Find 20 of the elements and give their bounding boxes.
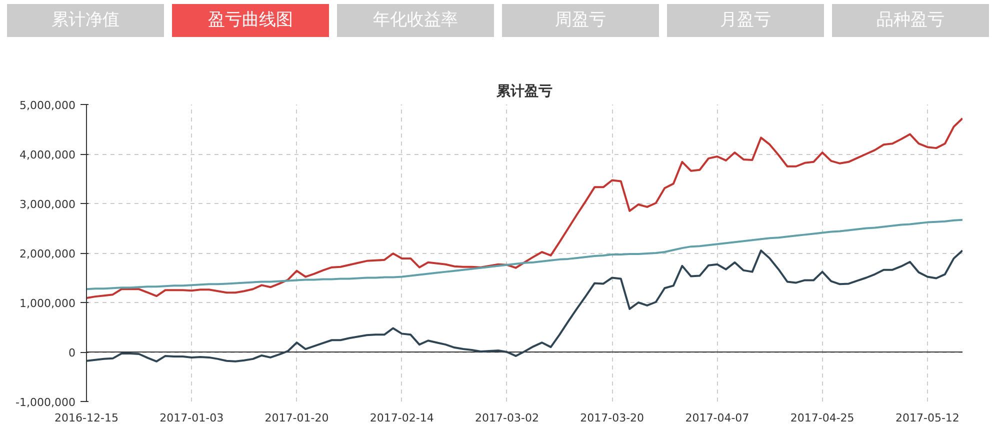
y-tick-label: 4,000,000 — [20, 148, 76, 162]
line-series — [86, 250, 962, 362]
y-tick-label: 5,000,000 — [20, 99, 76, 112]
x-tick-label: 2017-02-14 — [370, 412, 434, 424]
y-tick-label: 3,000,000 — [20, 198, 76, 211]
x-tick-label: 2017-04-25 — [790, 412, 854, 424]
line-series — [86, 218, 962, 290]
x-tick-label: 2016-12-15 — [54, 412, 118, 424]
x-tick-label: 2017-03-02 — [475, 412, 539, 424]
x-tick-label: 2017-03-20 — [580, 412, 644, 424]
chart-title: 累计盈亏 — [496, 84, 552, 100]
x-tick-label: 2017-04-07 — [685, 412, 750, 424]
line-series — [86, 117, 962, 300]
x-tick-label: 2017-01-20 — [264, 412, 329, 424]
y-tick-label: 0 — [68, 346, 76, 360]
x-tick-label: 2017-01-03 — [160, 412, 224, 424]
y-tick-label: 2,000,000 — [20, 248, 76, 260]
x-tick-label: 2017-05-12 — [895, 412, 960, 424]
y-tick-label: 1,000,000 — [20, 297, 76, 310]
y-tick-label: -1,000,000 — [16, 396, 76, 409]
